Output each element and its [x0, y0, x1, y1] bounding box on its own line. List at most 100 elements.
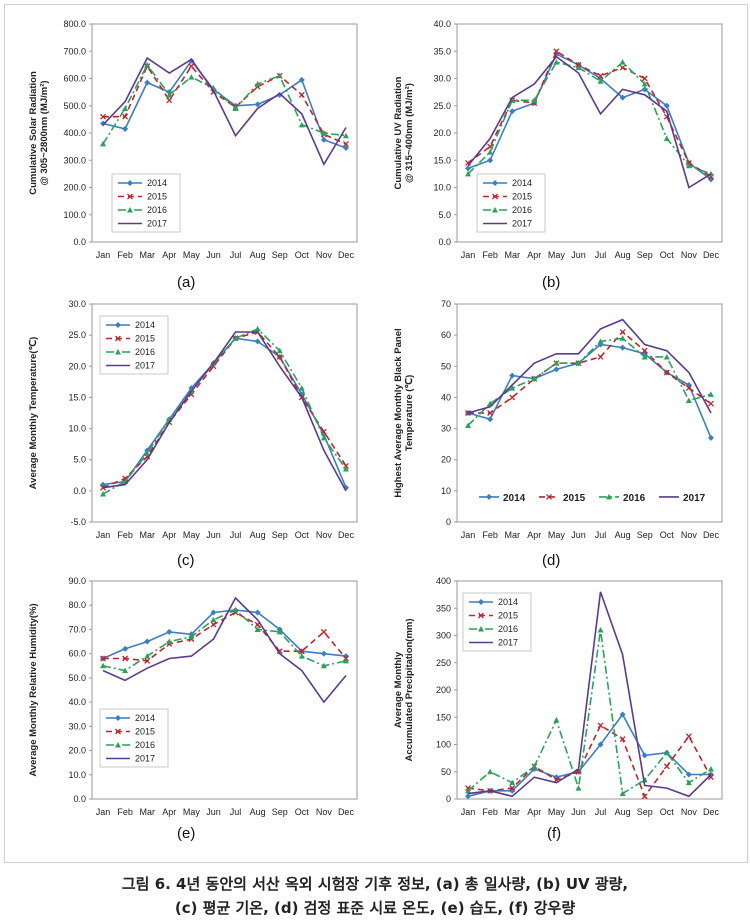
data-point-2015	[100, 655, 107, 662]
data-point-2014	[685, 381, 692, 388]
data-point-2016	[254, 325, 261, 332]
data-point-2016	[100, 662, 107, 669]
data-point-2016	[531, 763, 538, 769]
x-tick-label: Dec	[703, 250, 720, 260]
caption-line-2: (c) 평균 기온, (d) 검정 표준 시료 온도, (e) 습도, (f) …	[174, 899, 576, 917]
legend-label-2017: 2017	[147, 219, 167, 229]
series-2017	[102, 331, 347, 492]
y-tick-label: 50	[441, 361, 451, 371]
y-axis-title: Temperature (℃)	[404, 375, 415, 451]
data-point-2014	[210, 609, 217, 616]
chart-panel-f: 0 50 100 150 200 250 300 350 400 Jan Feb Mar Apr May J…	[385, 573, 735, 858]
plot-area	[456, 303, 723, 523]
y-axis-title: Accumulated Precipitation(mm)	[404, 618, 415, 761]
legend-marker-2015	[115, 728, 121, 735]
y-axis-title: Highest Average Monthly Black Panel	[393, 328, 404, 497]
x-tick-label: Mar	[504, 530, 520, 540]
x-tick-label: Sep	[637, 250, 653, 260]
series-line-2014	[467, 343, 712, 439]
series-line-2017	[102, 331, 347, 492]
data-point-2016	[707, 391, 714, 397]
y-tick-label: 30.0	[68, 299, 86, 309]
figure-caption: 그림 6. 4년 동안의 서산 옥외 시험장 기후 정보, (a) 총 일사량,…	[0, 872, 750, 920]
chart-b-svg: 0.0 5.0 10.0 15.0 20.0 25.0 30.0 35.0 40.0 Jan Feb…	[393, 19, 723, 260]
x-tick-label: Feb	[117, 250, 133, 260]
data-point-2015	[122, 655, 129, 662]
data-point-2015	[663, 763, 670, 770]
data-point-2016	[122, 667, 129, 674]
data-point-2014	[166, 628, 173, 635]
x-tick-label: Jun	[206, 807, 221, 817]
series-line-2017	[102, 596, 347, 704]
data-point-2015	[685, 385, 692, 392]
legend-label-2014: 2014	[512, 178, 532, 188]
y-tick-label: 70	[441, 299, 451, 309]
data-point-2016	[685, 779, 692, 786]
x-tick-label: Aug	[250, 807, 266, 817]
y-tick-label: 15.0	[433, 155, 451, 165]
legend: 2014 2015 2016 2017	[462, 592, 532, 652]
x-tick-label: May	[183, 250, 201, 260]
data-point-2015	[276, 648, 283, 655]
y-tick-label: 700.0	[63, 46, 86, 56]
y-tick-label: 0.0	[73, 237, 86, 247]
y-tick-label: 50	[441, 767, 451, 777]
data-point-2016	[276, 347, 283, 354]
legend-marker-2016	[115, 349, 121, 355]
data-point-2016	[342, 657, 349, 664]
x-tick-label: Apr	[162, 807, 176, 817]
legend: 2014 2015 2016 2017	[99, 315, 169, 375]
data-point-2016	[298, 121, 305, 128]
x-tick-label: Aug	[615, 807, 631, 817]
data-point-2016	[166, 91, 173, 98]
x-tick-label: Jan	[96, 807, 111, 817]
data-point-2014	[465, 793, 472, 800]
x-tick-label: May	[548, 250, 566, 260]
data-point-2014	[298, 76, 305, 83]
data-point-2014	[122, 645, 129, 652]
data-point-2016	[553, 360, 560, 366]
x-tick-label: Aug	[615, 530, 631, 540]
legend-label-2017: 2017	[135, 361, 155, 371]
panel-label-e: (e)	[177, 825, 196, 842]
data-point-2016	[122, 105, 129, 111]
legend-marker-2014	[492, 180, 498, 186]
y-tick-label: 0.0	[73, 794, 86, 804]
data-point-2016	[619, 335, 626, 341]
series-line-2016	[102, 327, 347, 495]
series-line-2017	[467, 591, 712, 798]
legend-label-2017: 2017	[512, 219, 532, 229]
y-tick-label: 0	[446, 517, 451, 527]
legend-label-2015: 2015	[563, 493, 586, 504]
series-2017	[467, 318, 712, 414]
series-line-2014	[102, 609, 347, 660]
series-2016	[465, 335, 714, 428]
legend-marker-2015	[478, 612, 484, 619]
x-tick-label: Feb	[117, 530, 133, 540]
chart-a-svg: 0.0 100.0 200.0 300.0 400.0 500.0 600.0 700.0 80…	[28, 19, 358, 260]
chart-panel-e: 0.0 10.0 20.0 30.0 40.0 50.0 60.0 70.0 80.0 90.0 J…	[20, 573, 370, 858]
y-tick-label: 0.0	[73, 486, 86, 496]
y-tick-label: 40.0	[68, 697, 86, 707]
legend-label-2016: 2016	[135, 347, 155, 357]
x-tick-label: Mar	[504, 807, 520, 817]
x-tick-label: Mar	[139, 530, 155, 540]
data-point-2014	[641, 752, 648, 759]
x-tick-label: Dec	[338, 530, 355, 540]
data-point-2015	[597, 722, 604, 729]
series-line-2014	[467, 713, 711, 798]
x-tick-label: Sep	[637, 807, 653, 817]
data-point-2015	[298, 648, 305, 655]
y-tick-label: 150	[436, 712, 451, 722]
x-tick-label: Jul	[595, 250, 607, 260]
y-tick-label: 250	[436, 658, 451, 668]
data-point-2015	[619, 329, 626, 335]
x-tick-label: Jun	[571, 530, 586, 540]
y-tick-label: 25.0	[433, 101, 451, 111]
x-tick-label: Apr	[162, 530, 176, 540]
series-2017	[467, 55, 712, 189]
legend: 2014 2015 2016 2017	[111, 173, 181, 233]
data-point-2014	[188, 385, 195, 392]
data-point-2016	[619, 790, 626, 797]
data-point-2016	[685, 397, 692, 404]
